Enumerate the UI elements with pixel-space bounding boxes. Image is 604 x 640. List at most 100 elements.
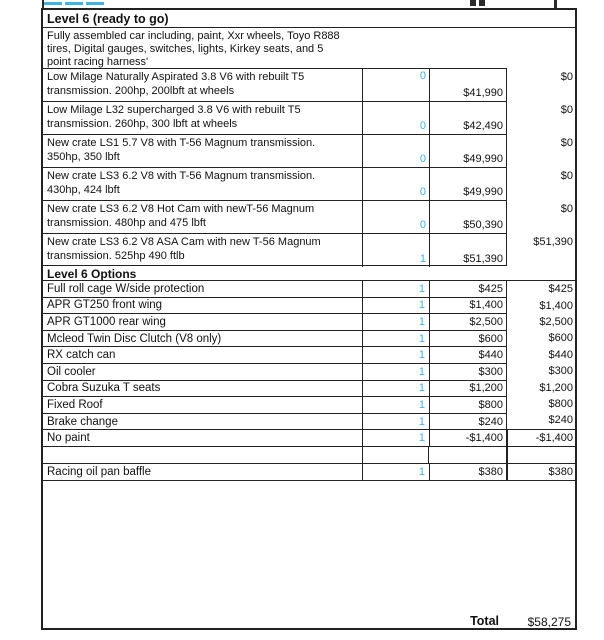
engine-description-line: 430hp, 424 lbft	[47, 184, 120, 196]
qty-cell[interactable]: 1	[362, 281, 429, 297]
qty-cell[interactable]: 1	[362, 464, 429, 480]
qty-cell[interactable]: 1	[362, 363, 429, 380]
qty-value: 1	[418, 415, 425, 428]
table-row: New crate LS3 6.2 V8 ASA Cam with new T-…	[43, 234, 506, 267]
options-header: Level 6 Options	[43, 266, 575, 281]
qty-cell[interactable]: 1	[362, 314, 429, 330]
price-value: $1,400	[469, 299, 503, 312]
table-row: New crate LS3 6.2 V8 Hot Cam with newT-5…	[43, 201, 506, 234]
price-value: $1,200	[469, 382, 503, 395]
option-label: Brake change	[47, 415, 118, 428]
engine-description-line: transmission. 260hp, 300 lbft at wheels	[47, 118, 238, 130]
table-row: Full roll cage W/side protection 1 $425	[43, 281, 506, 298]
qty-cell[interactable]: 1	[362, 380, 429, 397]
engine-description-line: Low Milage L32 supercharged 3.8 V6 with …	[47, 104, 301, 116]
qty-cell[interactable]: 0	[362, 135, 430, 167]
cutoff-cyan-text-fragment	[65, 2, 83, 5]
option-label: Fixed Roof	[47, 398, 103, 411]
total-cell: $0	[560, 203, 573, 215]
price-cell: $600	[429, 330, 507, 347]
cutoff-text-fragment	[479, 0, 485, 6]
engine-options-table: Low Milage Naturally Aspirated 3.8 V6 wi…	[43, 68, 507, 267]
qty-value: 1	[418, 398, 425, 411]
cutoff-left-border-stub	[42, 0, 44, 8]
cutoff-cyan-text-fragment	[44, 2, 62, 5]
price-value: $49,990	[463, 186, 503, 198]
total-cell: $0	[560, 104, 573, 116]
option-label: Oil cooler	[47, 365, 96, 378]
qty-value: 0	[419, 186, 426, 198]
price-cell: $1,400	[429, 297, 507, 314]
price-cell: $42,490	[429, 102, 507, 134]
table-row: Fixed Roof 1 $800	[43, 397, 506, 414]
qty-cell[interactable]: 1	[362, 397, 429, 413]
cutoff-cyan-text-fragment	[86, 2, 104, 5]
cutoff-text-fragment	[470, 0, 476, 6]
qty-cell[interactable]: 1	[362, 347, 429, 363]
blank-total-cell	[507, 447, 577, 463]
price-value: $300	[478, 365, 503, 378]
price-cell: $425	[429, 281, 507, 297]
qty-value: 1	[418, 332, 425, 345]
qty-cell[interactable]: 0	[362, 201, 430, 233]
table-row: Racing oil pan baffle 1 $380	[43, 463, 507, 481]
description-line: Fully assembled car including, paint, Xx…	[47, 30, 340, 42]
table-row: Oil cooler 1 $300	[43, 363, 507, 381]
build-sheet-table: Level 6 (ready to go) Fully assembled ca…	[41, 8, 577, 630]
total-value: $380	[548, 466, 573, 478]
total-cell: $0	[560, 137, 573, 149]
price-value: $2,500	[469, 315, 503, 328]
engine-description-line: transmission. 200hp, 200lbft at wheels	[47, 85, 235, 97]
qty-value: 0	[419, 120, 426, 132]
option-label: Cobra Suzuka T seats	[47, 382, 161, 395]
qty-value: 0	[419, 70, 426, 82]
total-cell: $600	[548, 332, 573, 345]
price-value: $380	[478, 466, 503, 478]
price-cell: $380	[429, 464, 507, 480]
qty-cell[interactable]: 1	[362, 234, 430, 267]
qty-cell[interactable]: 0	[362, 102, 430, 134]
price-value: $240	[478, 415, 503, 428]
engine-description-line: 350hp, 350 lbft	[47, 151, 120, 163]
option-label: APR GT1000 rear wing	[47, 315, 166, 328]
engine-description-line: Low Milage Naturally Aspirated 3.8 V6 wi…	[47, 71, 305, 83]
table-row: Cobra Suzuka T seats 1 $1,200	[43, 380, 506, 398]
qty-value: 0	[419, 153, 426, 165]
level6-header-label: Level 6 (ready to go)	[47, 12, 169, 26]
blank-qty-cell	[362, 447, 429, 463]
total-cell: $1,400	[539, 299, 573, 312]
table-row: No paint 1 -$1,400	[43, 430, 506, 446]
table-row: Low Milage Naturally Aspirated 3.8 V6 wi…	[43, 69, 506, 102]
qty-value: 1	[418, 315, 425, 328]
total-cell: $0	[560, 170, 573, 182]
table-row: Low Milage L32 supercharged 3.8 V6 with …	[43, 102, 506, 135]
price-value: $600	[478, 332, 503, 345]
price-cell: $49,990	[429, 168, 507, 200]
engine-description-line: New crate LS3 6.2 V8 ASA Cam with new T-…	[47, 236, 321, 248]
qty-cell[interactable]: 1	[362, 297, 429, 314]
qty-cell[interactable]: 1	[362, 413, 429, 430]
qty-cell[interactable]: 1	[362, 330, 429, 347]
total-cell: $425	[548, 283, 573, 296]
qty-cell[interactable]: 0	[362, 69, 430, 101]
option-label: RX catch can	[47, 349, 116, 362]
qty-value: 1	[419, 253, 426, 265]
price-cell: $50,390	[429, 201, 507, 233]
table-row: APR GT1000 rear wing 1 $2,500	[43, 314, 506, 331]
qty-value: 1	[418, 299, 425, 312]
qty-value: 1	[418, 349, 425, 362]
qty-cell[interactable]: 0	[362, 168, 430, 200]
price-cell: $41,990	[429, 69, 507, 101]
table-row: New crate LS3 6.2 V8 with T-56 Magnum tr…	[43, 168, 506, 201]
total-cell: $1,200	[539, 381, 573, 394]
total-cell: $440	[548, 348, 573, 361]
price-value: $51,390	[463, 253, 503, 265]
option-label: No paint	[47, 432, 90, 445]
qty-cell[interactable]: 1	[362, 430, 429, 446]
price-value: $41,990	[463, 87, 503, 99]
table-row: Mcleod Twin Disc Clutch (V8 only) 1 $600	[43, 330, 507, 348]
qty-value: 1	[418, 282, 425, 295]
engine-description: New crate LS3 6.2 V8 Hot Cam with newT-5…	[43, 202, 314, 230]
price-cell: $300	[429, 363, 507, 380]
